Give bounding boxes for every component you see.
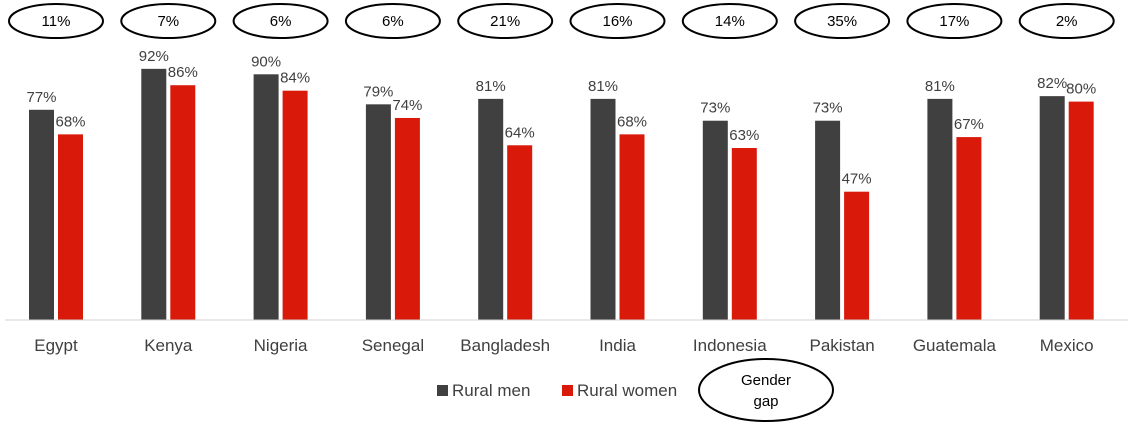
- x-tick-label-bangladesh: Bangladesh: [460, 336, 550, 355]
- gender-gap-label-senegal: 6%: [382, 13, 404, 30]
- bar-rural-women-guatemala: [956, 137, 982, 320]
- value-label-rural-women-guatemala: 67%: [954, 116, 984, 133]
- x-tick-label-indonesia: Indonesia: [693, 336, 767, 355]
- gender-gap-label-nigeria: 6%: [270, 13, 292, 30]
- gender-gap-ellipse-bangladesh: [457, 3, 554, 39]
- bar-rural-men-mexico: [1039, 96, 1065, 320]
- x-tick-label-india: India: [599, 336, 636, 355]
- bar-rural-men-pakistan: [815, 120, 841, 321]
- gender-gap-label-mexico: 2%: [1056, 13, 1078, 30]
- x-tick-label-egypt: Egypt: [34, 336, 78, 355]
- bar-rural-women-india: [619, 134, 645, 320]
- value-label-rural-women-bangladesh: 64%: [505, 124, 535, 141]
- value-label-rural-men-kenya: 92%: [139, 48, 169, 65]
- gender-gap-label-guatemala: 17%: [939, 13, 969, 30]
- bar-rural-women-nigeria: [282, 90, 308, 321]
- gender-gap-ellipse-guatemala: [906, 3, 1003, 39]
- gender-gap-ellipse-mexico: [1018, 3, 1115, 39]
- value-label-rural-women-kenya: 86%: [168, 64, 198, 81]
- bar-rural-men-bangladesh: [478, 98, 504, 321]
- x-tick-label-kenya: Kenya: [144, 336, 193, 355]
- legend: Rural men Rural women Gender gap: [437, 358, 834, 422]
- gender-gap-label-india: 16%: [602, 13, 632, 30]
- bar-rural-men-india: [590, 98, 616, 321]
- value-label-rural-women-india: 68%: [617, 113, 647, 130]
- legend-gender-gap-ellipse: [698, 358, 834, 422]
- value-label-rural-men-egypt: 77%: [26, 89, 56, 106]
- bar-rural-men-guatemala: [927, 98, 953, 321]
- gender-gap-ellipse-indonesia: [681, 3, 778, 39]
- bar-rural-women-egypt: [58, 134, 83, 320]
- value-label-rural-women-nigeria: 84%: [280, 70, 310, 87]
- bar-rural-women-mexico: [1068, 101, 1094, 320]
- legend-label-rural-men: Rural men: [452, 381, 530, 400]
- legend-swatch-rural-men: [437, 385, 448, 396]
- x-tick-label-pakistan: Pakistan: [809, 336, 874, 355]
- legend-label-gender-gap-line2: gap: [753, 393, 778, 410]
- x-tick-label-guatemala: Guatemala: [913, 336, 997, 355]
- bar-rural-men-senegal: [365, 104, 391, 320]
- gender-gap-ellipse-senegal: [344, 3, 441, 39]
- gender-gap-label-kenya: 7%: [157, 13, 179, 30]
- value-label-rural-men-bangladesh: 81%: [476, 78, 506, 95]
- legend-label-rural-women: Rural women: [577, 381, 677, 400]
- gender-gap-ellipse-egypt: [8, 3, 104, 39]
- gender-gap-ellipse-kenya: [120, 3, 217, 39]
- value-label-rural-men-nigeria: 90%: [251, 53, 281, 70]
- value-label-rural-men-mexico: 82%: [1037, 75, 1067, 92]
- bar-rural-men-indonesia: [702, 120, 728, 321]
- value-label-rural-women-egypt: 68%: [55, 113, 85, 130]
- value-label-rural-men-india: 81%: [588, 78, 618, 95]
- gender-gap-ellipse-india: [569, 3, 666, 39]
- bar-rural-women-indonesia: [731, 148, 757, 320]
- gender-gap-ellipse-pakistan: [794, 3, 891, 39]
- gender-gap-label-indonesia: 14%: [715, 13, 745, 30]
- bar-rural-men-kenya: [141, 68, 167, 320]
- x-tick-labels: Egypt Kenya Nigeria Senegal Bangladesh India I…: [34, 336, 1093, 355]
- x-tick-label-nigeria: Nigeria: [254, 336, 308, 355]
- bar-rural-women-senegal: [394, 117, 420, 320]
- x-tick-label-mexico: Mexico: [1040, 336, 1094, 355]
- value-label-rural-men-indonesia: 73%: [700, 100, 730, 117]
- bar-rural-men-nigeria: [253, 74, 279, 320]
- bar-rural-women-kenya: [170, 85, 196, 320]
- value-label-rural-women-mexico: 80%: [1066, 81, 1096, 98]
- x-tick-label-senegal: Senegal: [362, 336, 424, 355]
- value-label-rural-women-indonesia: 63%: [729, 127, 759, 144]
- gender-gap-ellipse-nigeria: [232, 3, 329, 39]
- bar-rural-women-pakistan: [844, 191, 870, 320]
- legend-label-gender-gap-line1: Gender: [741, 372, 791, 389]
- gender-gap-row: 11% 7% 6% 6% 21% 16% 14% 35% 17% 2%: [8, 3, 1115, 39]
- bar-groups: 77% 68% 92%86% 90%84% 79%74% 81% 64% 81% 68% 73% 6…: [26, 48, 1096, 321]
- value-label-rural-men-senegal: 79%: [363, 83, 393, 100]
- gender-gap-label-pakistan: 35%: [827, 13, 857, 30]
- gender-gap-label-egypt: 11%: [42, 13, 71, 30]
- value-label-rural-women-senegal: 74%: [392, 97, 422, 114]
- value-label-rural-men-guatemala: 81%: [925, 78, 955, 95]
- gender-gap-label-bangladesh: 21%: [490, 13, 520, 30]
- bar-rural-women-bangladesh: [507, 145, 533, 320]
- legend-swatch-rural-women: [562, 385, 573, 396]
- bar-rural-men-egypt: [29, 109, 54, 320]
- value-label-rural-men-pakistan: 73%: [813, 100, 843, 117]
- value-label-rural-women-pakistan: 47%: [842, 171, 872, 188]
